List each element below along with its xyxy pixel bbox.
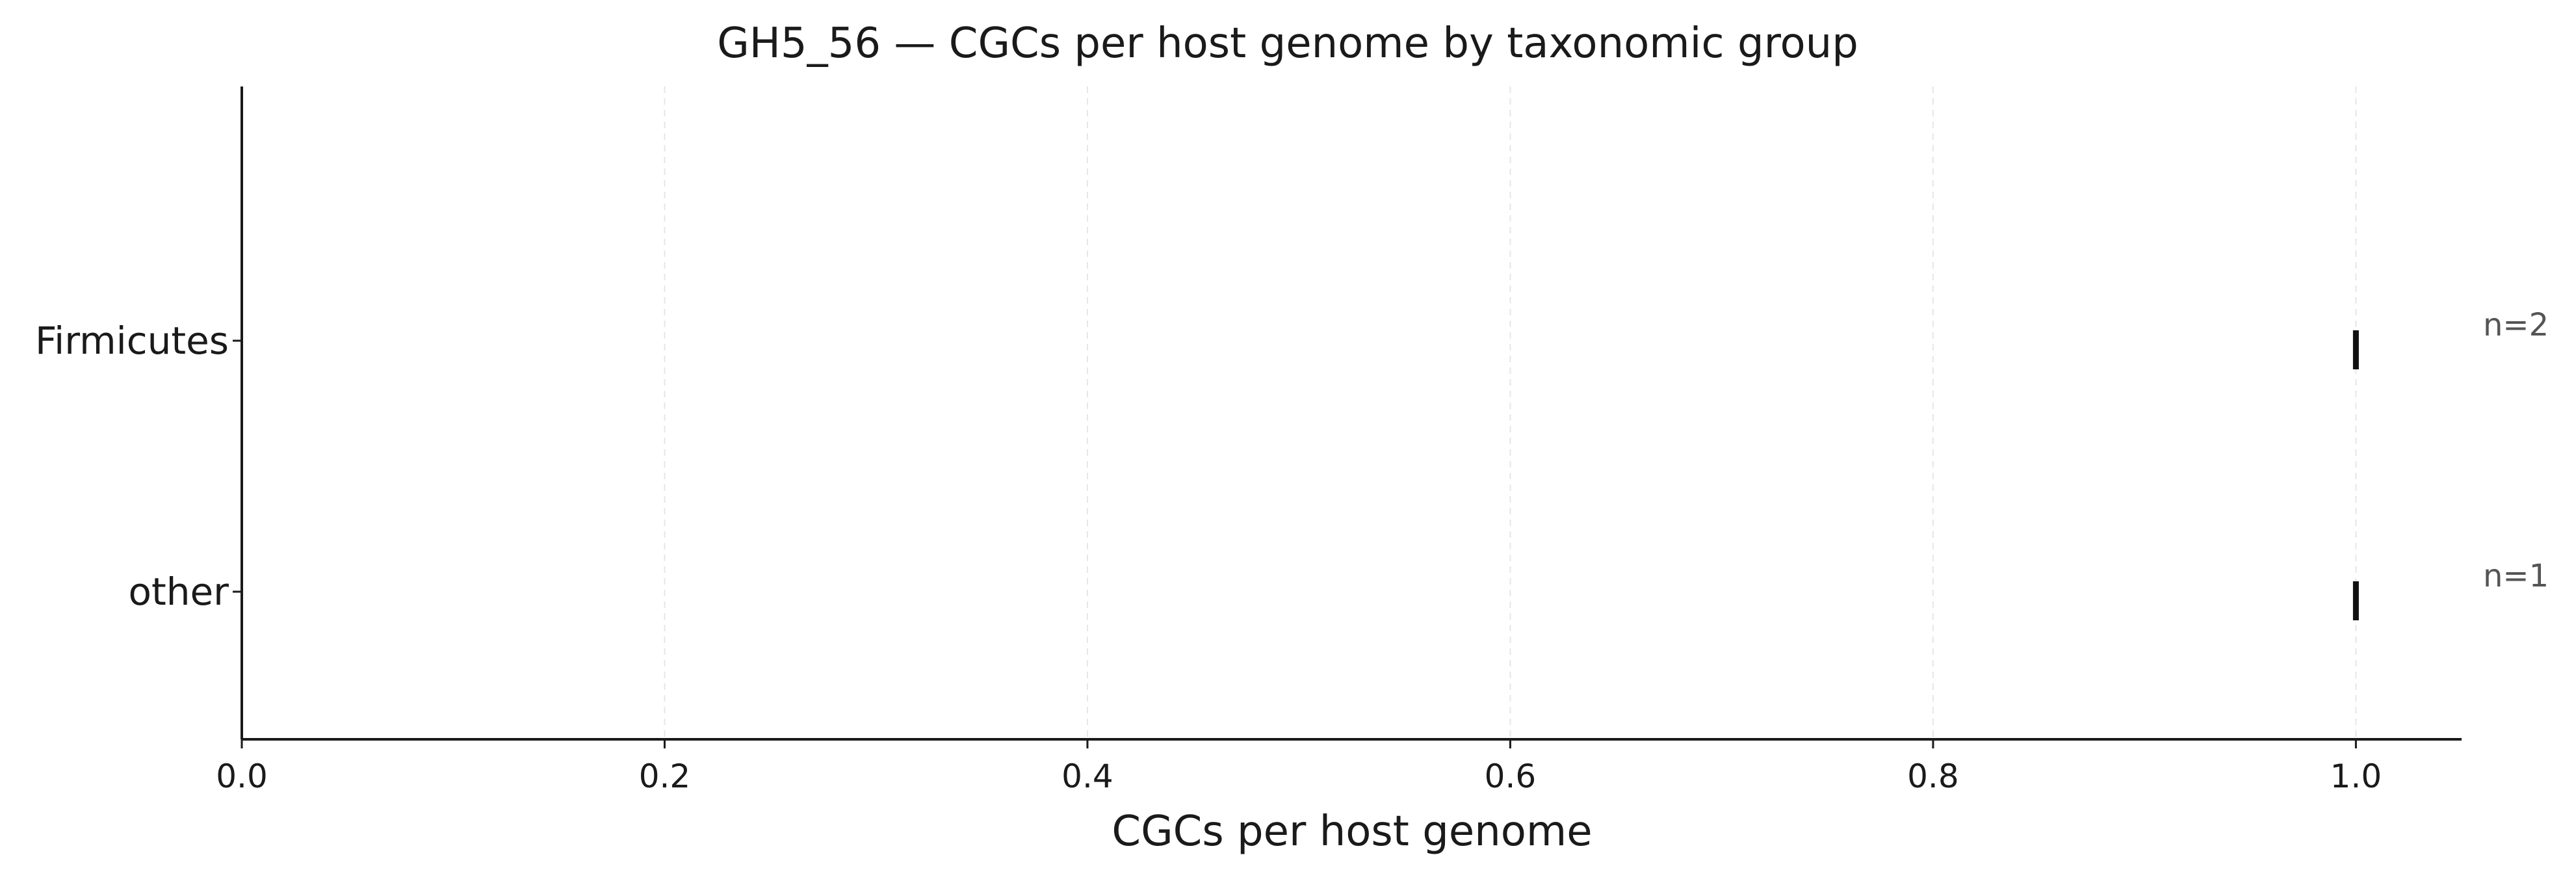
x-ticks: 0.0 0.2 0.4 0.6 0.8 1.0 (216, 739, 2382, 795)
x-tick-label: 0.4 (1061, 758, 1113, 795)
category-label-firmicutes: Firmicutes (35, 319, 229, 363)
x-tick-label: 0.6 (1485, 758, 1537, 795)
x-tick-label: 0.8 (1907, 758, 1959, 795)
x-tick-label: 0.0 (216, 758, 268, 795)
y-ticks: Firmicutes other (35, 319, 242, 614)
x-tick-label: 0.2 (639, 758, 691, 795)
count-label-other: n=1 (2483, 558, 2549, 594)
data-marks: n=2 n=1 (2352, 307, 2549, 620)
grid (664, 86, 2357, 739)
x-axis-label: CGCs per host genome (1112, 808, 1592, 856)
category-label-other: other (128, 570, 229, 614)
count-label-firmicutes: n=2 (2483, 307, 2549, 343)
chart-title: GH5_56 — CGCs per host genome by taxonom… (717, 20, 1858, 68)
x-tick-label: 1.0 (2330, 758, 2382, 795)
